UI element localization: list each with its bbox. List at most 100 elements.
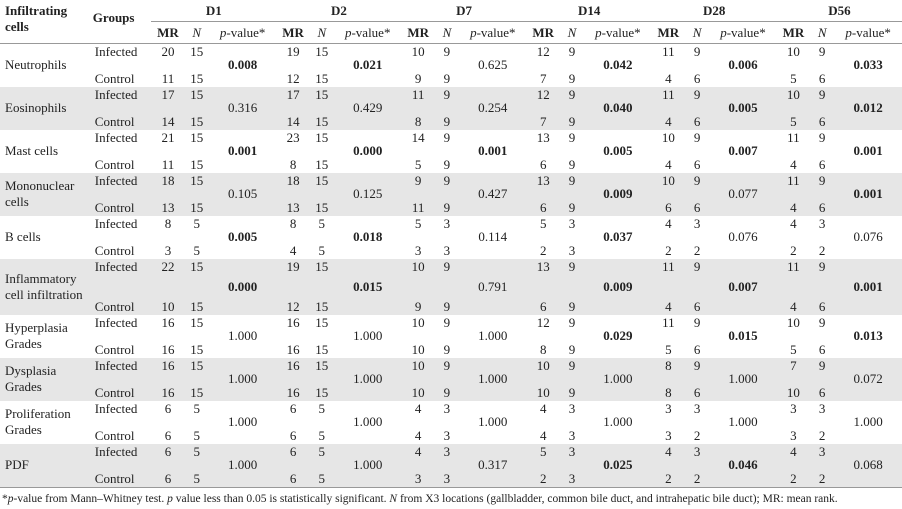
mr-value: 14 <box>276 108 310 130</box>
n-value: 2 <box>693 242 701 258</box>
row: Dysplasia Grades Infected 16 15 1.000 16 15 1.0… <box>0 357 902 401</box>
p-header: p-value* <box>584 22 652 44</box>
table-body: Neutrophils Infected 20 15 0.008 19 15 0.021 10 9… <box>0 44 902 487</box>
n-value: 2 <box>684 465 710 487</box>
mr-value: 4 <box>790 156 797 172</box>
n-value: 15 <box>184 172 209 194</box>
mr-value: 3 <box>790 427 797 443</box>
footnote-part: -value from Mann–Whitney test. <box>13 492 168 505</box>
group: Infected <box>90 357 152 379</box>
p-value: 0.012 <box>834 86 902 130</box>
p-italic: p <box>470 24 477 40</box>
p-value: 0.105 <box>208 172 277 216</box>
group: Control <box>90 194 152 216</box>
n-value: 9 <box>693 44 701 59</box>
n-value: 9 <box>559 258 585 287</box>
n-value: 9 <box>818 129 826 145</box>
mr-value: 10 <box>526 379 560 401</box>
n-value: 5 <box>193 427 200 443</box>
mr-value: 8 <box>651 357 685 379</box>
mr-value: 6 <box>151 465 185 487</box>
mr-value: 2 <box>776 465 811 487</box>
p-italic: p <box>219 24 227 40</box>
table-header: Infiltrating cells Groups D1 D2 D7 D14 D28 D56 M… <box>0 0 902 44</box>
p-value: 1.000 <box>584 357 652 401</box>
n-header: N <box>817 24 827 40</box>
n-value: 3 <box>810 443 835 465</box>
mr-value: 11 <box>651 258 685 287</box>
n-value: 9 <box>684 172 710 194</box>
p-value: 0.001 <box>834 258 902 315</box>
mr-value: 5 <box>526 443 560 465</box>
n-value: 6 <box>818 341 826 357</box>
mr-value: 3 <box>414 242 422 258</box>
mr-value: 4 <box>651 108 685 130</box>
row: Hyperplasia Grades Infected 16 15 1.000 16 15 1… <box>0 314 902 352</box>
mr-value: 10 <box>151 286 185 315</box>
footnote-part: p <box>167 492 173 505</box>
n-value: 3 <box>568 427 576 443</box>
mr-value: 6 <box>540 156 547 172</box>
p-value: 1.000 <box>478 414 508 429</box>
group: Control <box>90 108 152 130</box>
n-value: 6 <box>684 108 710 130</box>
mr-value: 10 <box>651 172 685 194</box>
mr-value: 18 <box>276 172 310 194</box>
n-value: 15 <box>315 341 329 357</box>
mr-value: 3 <box>665 400 672 416</box>
n-value: 9 <box>818 314 826 330</box>
n-value: 6 <box>810 108 835 130</box>
n-value: 9 <box>568 129 576 145</box>
n-value: 3 <box>693 215 701 231</box>
n-header: N <box>692 24 702 40</box>
mr-value: 14 <box>411 129 425 145</box>
p-value: 1.000 <box>227 414 258 429</box>
mr-value: 16 <box>151 357 185 379</box>
n-value: 9 <box>434 357 459 379</box>
n-value: 9 <box>818 44 826 59</box>
p-value: 1.000 <box>208 357 277 401</box>
n-value: 9 <box>443 314 451 330</box>
day-header: D14 <box>526 0 652 22</box>
p-italic: p <box>595 24 602 40</box>
footnote-part: p <box>7 492 14 505</box>
n-value: 3 <box>443 242 451 258</box>
mr-value: 4 <box>401 443 435 465</box>
n-value: 6 <box>818 70 826 86</box>
mr-value: 4 <box>776 443 811 465</box>
n-value: 15 <box>309 194 334 216</box>
row: Inflammatory cell infiltration Infected 22… <box>0 258 902 315</box>
mr-value: 12 <box>276 286 310 315</box>
mr-value: 10 <box>411 314 425 330</box>
mr-header: MR <box>407 24 429 40</box>
n-value: 3 <box>559 465 585 487</box>
mr-value: 5 <box>540 215 547 231</box>
mr-value: 19 <box>286 44 300 59</box>
p-value: 0.015 <box>728 328 758 343</box>
cell-name: Proliferation Grades <box>5 406 71 437</box>
p-value: 0.005 <box>227 229 258 244</box>
mr-value: 10 <box>776 86 811 108</box>
mr-value: 11 <box>651 86 685 108</box>
mr-header: MR <box>657 24 680 40</box>
n-value: 5 <box>309 443 334 465</box>
mr-value: 2 <box>540 242 547 258</box>
cell-name: Hyperplasia Grades <box>5 320 68 351</box>
n-value: 3 <box>568 215 576 231</box>
mr-value: 11 <box>787 129 800 145</box>
p-italic: p <box>845 24 852 40</box>
day-header: D1 <box>151 0 277 22</box>
mr-value: 11 <box>776 258 811 287</box>
mr-value: 13 <box>526 258 560 287</box>
mr-value: 11 <box>662 314 675 330</box>
mr-value: 6 <box>289 427 297 443</box>
mr-value: 4 <box>414 400 422 416</box>
p-value: 0.042 <box>603 57 633 73</box>
mr-value: 5 <box>790 70 797 86</box>
n-value: 2 <box>810 465 835 487</box>
n-value: 3 <box>443 400 451 416</box>
n-value: 15 <box>309 357 334 379</box>
n-value: 2 <box>818 242 826 258</box>
row: Eosinophils Infected 17 15 0.316 17 15 0.429 11 9… <box>0 86 902 130</box>
